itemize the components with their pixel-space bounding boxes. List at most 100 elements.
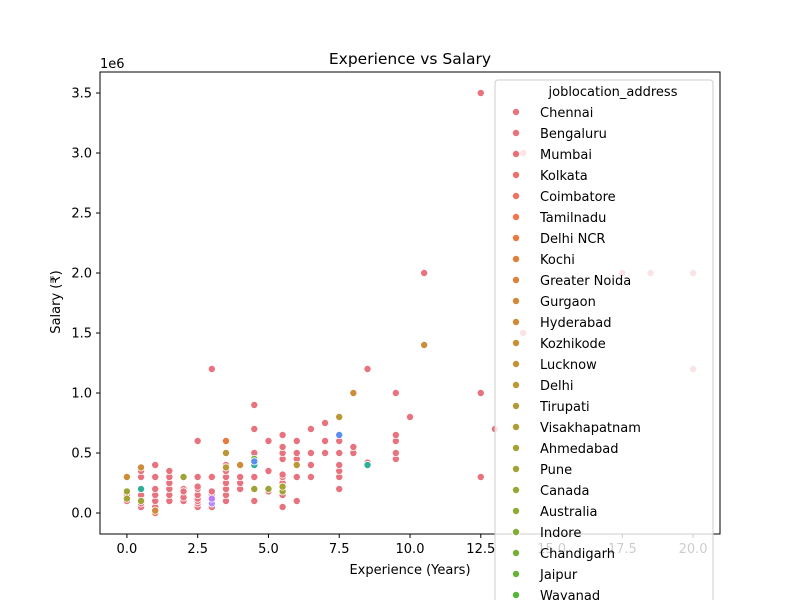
x-tick-label: 10.0 [396, 542, 425, 557]
x-tick-label: 2.5 [187, 542, 208, 557]
legend-marker [512, 380, 521, 389]
legend-box [494, 79, 714, 600]
legend-entry-label: Hyderabad [540, 316, 612, 331]
legend-marker [512, 128, 521, 137]
data-point [278, 502, 287, 511]
y-tick-label: 3.0 [71, 147, 92, 162]
legend-marker [512, 443, 521, 452]
x-tick-label: 12.5 [466, 542, 495, 557]
data-point [137, 463, 146, 472]
data-point [207, 487, 216, 496]
legend-entry-label: Lucknow [540, 358, 597, 373]
data-point [122, 494, 131, 503]
legend-entry-label: Delhi NCR [540, 232, 605, 247]
data-point [306, 448, 315, 457]
data-point [137, 484, 146, 493]
data-point [278, 442, 287, 451]
data-point [151, 460, 160, 469]
legend-marker [512, 464, 521, 473]
legend-entry-label: Coimbatore [540, 190, 616, 205]
data-point [278, 482, 287, 491]
x-tick-label: 5.0 [258, 542, 279, 557]
data-point [193, 482, 202, 491]
data-point [250, 400, 259, 409]
data-point [363, 364, 372, 373]
y-tick-label: 2.5 [71, 207, 92, 222]
data-point [264, 484, 273, 493]
data-point [335, 460, 344, 469]
data-point [179, 487, 188, 496]
legend-marker [512, 170, 521, 179]
data-point [349, 442, 358, 451]
data-point [335, 448, 344, 457]
data-point [151, 506, 160, 515]
data-point [137, 496, 146, 505]
data-point [292, 472, 301, 481]
data-point [292, 436, 301, 445]
data-point [264, 436, 273, 445]
legend-entry-label: Wayanad [540, 589, 600, 600]
legend-entry-label: Mumbai [540, 148, 592, 163]
legend-marker [512, 191, 521, 200]
legend-entry-label: Ahmedabad [540, 442, 618, 457]
data-point [207, 364, 216, 373]
data-points [122, 89, 698, 517]
legend-entry-label: Jaipur [539, 568, 578, 583]
data-point [292, 496, 301, 505]
data-point [250, 424, 259, 433]
y-tick-label: 1.5 [71, 327, 92, 342]
legend-marker [512, 338, 521, 347]
legend-entry-label: Kochi [540, 253, 575, 268]
legend-entry-label: Tirupati [539, 400, 590, 415]
data-point [207, 494, 216, 503]
data-point [221, 448, 230, 457]
x-axis-label: Experience (Years) [349, 563, 470, 578]
data-point [306, 424, 315, 433]
data-point [335, 430, 344, 439]
data-point [405, 412, 414, 421]
data-point [221, 463, 230, 472]
data-point [278, 430, 287, 439]
legend-marker [512, 275, 521, 284]
legend-marker [512, 422, 521, 431]
data-point [391, 448, 400, 457]
data-point [292, 460, 301, 469]
legend-entry-label: Kozhikode [540, 337, 606, 352]
data-point [236, 460, 245, 469]
data-point [420, 340, 429, 349]
legend-entry-label: Delhi [540, 379, 573, 394]
data-point [476, 388, 485, 397]
data-point [151, 484, 160, 493]
data-point [476, 89, 485, 98]
legend-marker [512, 485, 521, 494]
data-point [193, 436, 202, 445]
data-point [335, 412, 344, 421]
data-point [278, 470, 287, 479]
data-point [250, 496, 259, 505]
data-point [193, 472, 202, 481]
legend-entry-label: Kolkata [540, 169, 588, 184]
data-point [292, 448, 301, 457]
data-point [306, 472, 315, 481]
legend-marker [512, 254, 521, 263]
legend-title: joblocation_address [548, 85, 678, 100]
legend-marker [512, 401, 521, 410]
y-tick-label: 3.5 [71, 87, 92, 102]
legend-entry-label: Chandigarh [540, 547, 615, 562]
data-point [250, 484, 259, 493]
legend-entry-label: Australia [540, 505, 598, 520]
legend-entry-label: Bengaluru [540, 127, 607, 142]
legend-marker [512, 591, 521, 600]
legend: joblocation_address Chennai Bengaluru Mumba… [494, 79, 714, 600]
legend-marker [512, 359, 521, 368]
data-point [420, 268, 429, 277]
legend-marker [512, 528, 521, 537]
chart-title: Experience vs Salary [329, 50, 491, 68]
data-point [335, 484, 344, 493]
y-tick-label: 2.0 [71, 267, 92, 282]
y-axis-offset-label: 1e6 [100, 57, 125, 72]
legend-marker [512, 296, 521, 305]
data-point [250, 457, 259, 466]
data-point [122, 487, 131, 496]
data-point [349, 388, 358, 397]
